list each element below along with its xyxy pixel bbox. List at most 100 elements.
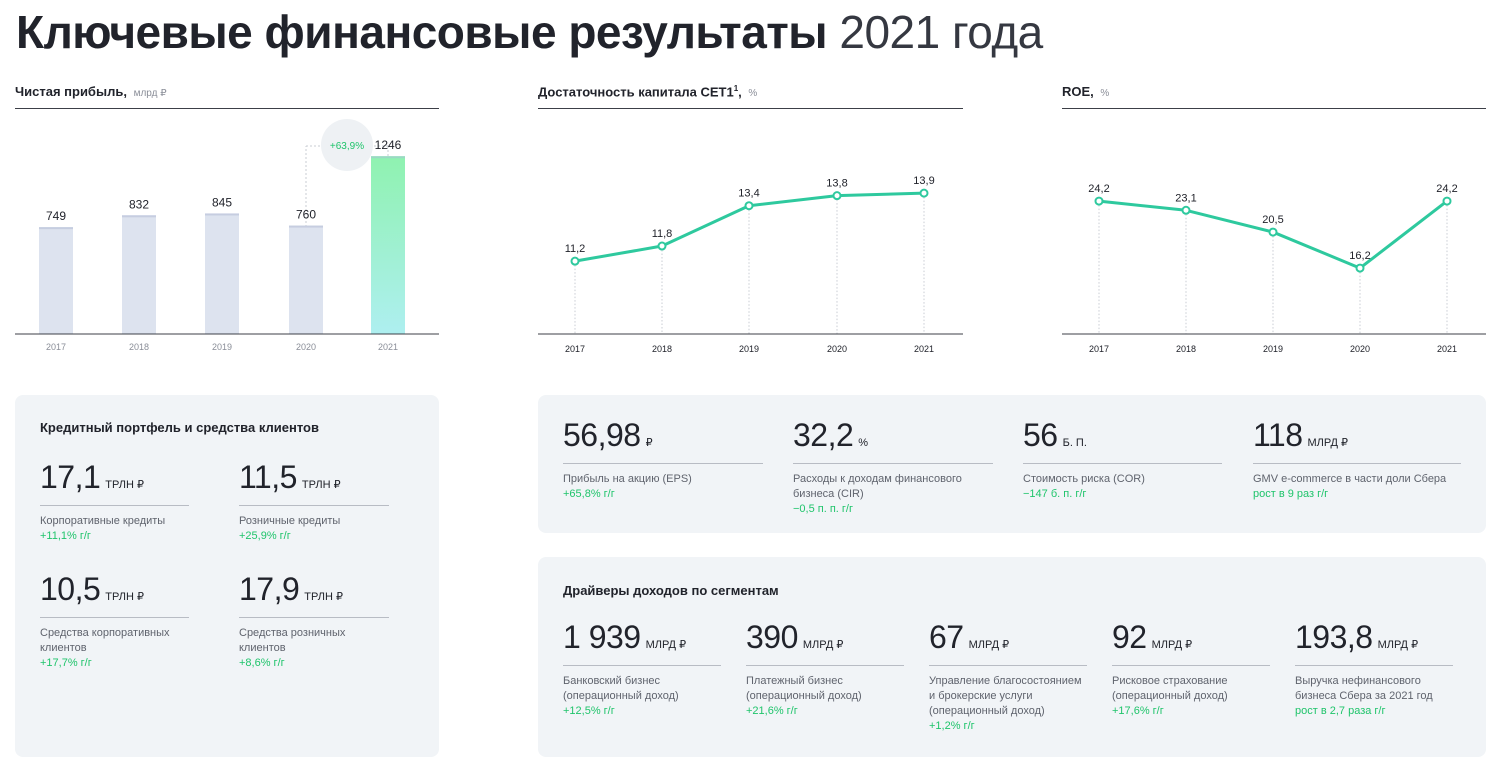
metric-description: Розничные кредиты: [239, 515, 341, 527]
cet1-value-label: 13,9: [913, 175, 934, 187]
metric-value: 390: [746, 619, 798, 655]
cet1-value-label: 11,8: [652, 228, 673, 240]
roe-year-label: 2018: [1176, 344, 1196, 354]
cet1-year-label: 2021: [914, 344, 934, 354]
roe-value-label: 24,2: [1436, 183, 1457, 195]
metric-value: 17,9: [239, 571, 300, 607]
metric-divider: [239, 505, 389, 506]
metric-unit: МЛРД ₽: [1151, 639, 1193, 651]
metric-unit: МЛРД ₽: [645, 639, 687, 651]
segment-wealth: 67 МЛРД ₽ Управление благосостоянием и бр…: [929, 619, 1087, 734]
metric-value: 32,2: [793, 417, 854, 453]
cet1-value-label: 13,4: [738, 188, 759, 200]
metric-unit: МЛРД ₽: [1377, 639, 1419, 651]
kpi-cor: 56 Б. П. Стоимость риска (COR) −147 б. п.…: [1023, 417, 1222, 502]
metric-change: +17,6% г/г: [1112, 705, 1164, 717]
cet1-chart-title: Достаточность капитала CET1: [538, 84, 734, 100]
growth-badge: [321, 119, 373, 171]
profit-value-label: 760: [296, 208, 316, 222]
metric-value: 1 939: [563, 619, 641, 655]
profit-bar-cap: [205, 213, 239, 216]
profit-value-label: 845: [212, 195, 232, 209]
cet1-point-2018: [657, 241, 667, 251]
profit-chart-unit: млрд ₽: [133, 88, 167, 99]
metric-description: Прибыль на акцию (EPS): [563, 473, 692, 485]
profit-bar-chart: +63,9% 749 2017 832 2018 845 2019 760 2020 1246 2…: [15, 119, 439, 352]
metric-change: +65,8% г/г: [563, 488, 615, 500]
metric-description: Корпоративные кредиты: [40, 515, 166, 527]
loan-portfolio-panel: Кредитный портфель и средства клиентов 1…: [15, 395, 439, 757]
metric-unit: Б. П.: [1062, 437, 1087, 449]
roe-value-label: 16,2: [1349, 250, 1370, 262]
cet1-year-label: 2018: [652, 344, 672, 354]
metric-divider: [793, 463, 993, 464]
metric-unit: ТРЛН ₽: [105, 591, 144, 603]
metric-description: Расходы к доходам финансового бизнеса (C…: [793, 473, 962, 500]
metric-value: 10,5: [40, 571, 101, 607]
metric-divider: [1253, 463, 1461, 464]
loan-portfolio-title: Кредитный портфель и средства клиентов: [40, 420, 319, 435]
cet1-chart-header: Достаточность капитала CET11, %: [538, 84, 963, 109]
profit-year-label: 2021: [378, 342, 398, 352]
metric-description: Стоимость риска (COR): [1023, 473, 1145, 485]
profit-bar-2018: [122, 215, 156, 334]
kpi-gmv: 118 МЛРД ₽ GMV e-commerce в части доли Сб…: [1253, 417, 1461, 502]
roe-point-2019: [1268, 227, 1278, 237]
metric-value: 92: [1112, 619, 1147, 655]
metric-description: Банковский бизнес (операционный доход): [563, 675, 679, 702]
metric-divider: [40, 505, 189, 506]
metric-value: 56,98: [563, 417, 641, 453]
metric-change: +25,9% г/г: [239, 530, 291, 542]
metric-divider: [40, 617, 189, 618]
metric-unit: ₽: [645, 437, 653, 449]
metric-change: +8,6% г/г: [239, 657, 285, 669]
roe-value-label: 24,2: [1088, 183, 1109, 195]
kpi-eps: 56,98 ₽ Прибыль на акцию (EPS) +65,8% г/г: [563, 417, 763, 502]
kpi-cir: 32,2% Расходы к доходам финансового бизн…: [793, 417, 993, 517]
metric-divider: [239, 617, 389, 618]
cet1-line-chart: 11,2 2017 11,8 2018 13,4 2019 13,8 2020 13,9 2021: [538, 175, 963, 354]
metric-change: +17,7% г/г: [40, 657, 92, 669]
metric-unit: МЛРД ₽: [802, 639, 844, 651]
metric-description: Выручка нефинансового бизнеса Сбера за 2…: [1295, 675, 1433, 702]
cet1-footnote: 1: [733, 84, 739, 93]
metric-change: −0,5 п. п. г/г: [793, 503, 853, 515]
cet1-point-2019: [744, 201, 754, 211]
profit-year-label: 2019: [212, 342, 232, 352]
profit-bar-2019: [205, 213, 239, 334]
profit-bar-cap: [122, 215, 156, 218]
metric-change: −147 б. п. г/г: [1023, 488, 1087, 500]
metric-description: Средства корпоративных клиентов: [40, 627, 170, 654]
profit-year-label: 2018: [129, 342, 149, 352]
roe-line-chart: 24,2 2017 23,1 2018 20,5 2019 16,2 2020 24,2 2021: [1062, 183, 1486, 354]
profit-chart-header: Чистая прибыль, млрд ₽: [15, 84, 439, 109]
profit-bar-2020: [289, 225, 323, 334]
cet1-chart-unit: %: [748, 88, 758, 100]
metric-unit: ТРЛН ₽: [301, 479, 341, 491]
profit-bar-2017: [39, 227, 73, 334]
profit-chart-title: Чистая прибыль,: [15, 84, 127, 99]
profit-year-label: 2020: [296, 342, 316, 352]
metric-unit: %: [858, 437, 869, 449]
cet1-year-label: 2020: [827, 344, 847, 354]
loan-metric-corporate-funds: 10,5 ТРЛН ₽ Средства корпоративных клиент…: [40, 571, 189, 671]
profit-value-label: 832: [129, 197, 149, 211]
metric-description: Управление благосостоянием и брокерские …: [929, 675, 1082, 717]
metric-divider: [929, 665, 1087, 666]
segment-payments: 390 МЛРД ₽ Платежный бизнес (операционный…: [746, 619, 904, 719]
metric-divider: [1295, 665, 1453, 666]
metric-description: Платежный бизнес (операционный доход): [746, 675, 862, 702]
roe-chart-unit: %: [1100, 88, 1110, 99]
cet1-comma: ,: [738, 84, 742, 100]
loan-metric-retail: 11,5 ТРЛН ₽ Розничные кредиты +25,9% г/г: [239, 459, 389, 544]
profit-year-label: 2017: [46, 342, 66, 352]
page-title: Ключевые финансовые результаты 2021 года: [16, 4, 1043, 60]
metric-divider: [746, 665, 904, 666]
metric-change: рост в 2,7 раза г/г: [1295, 705, 1386, 717]
metric-unit: МЛРД ₽: [1307, 437, 1349, 449]
segment-banking: 1 939 МЛРД ₽ Банковский бизнес (операцион…: [563, 619, 721, 719]
cet1-value-label: 11,2: [565, 243, 586, 255]
profit-bar-cap: [39, 227, 73, 230]
metric-unit: МЛРД ₽: [968, 639, 1010, 651]
roe-year-label: 2020: [1350, 344, 1370, 354]
